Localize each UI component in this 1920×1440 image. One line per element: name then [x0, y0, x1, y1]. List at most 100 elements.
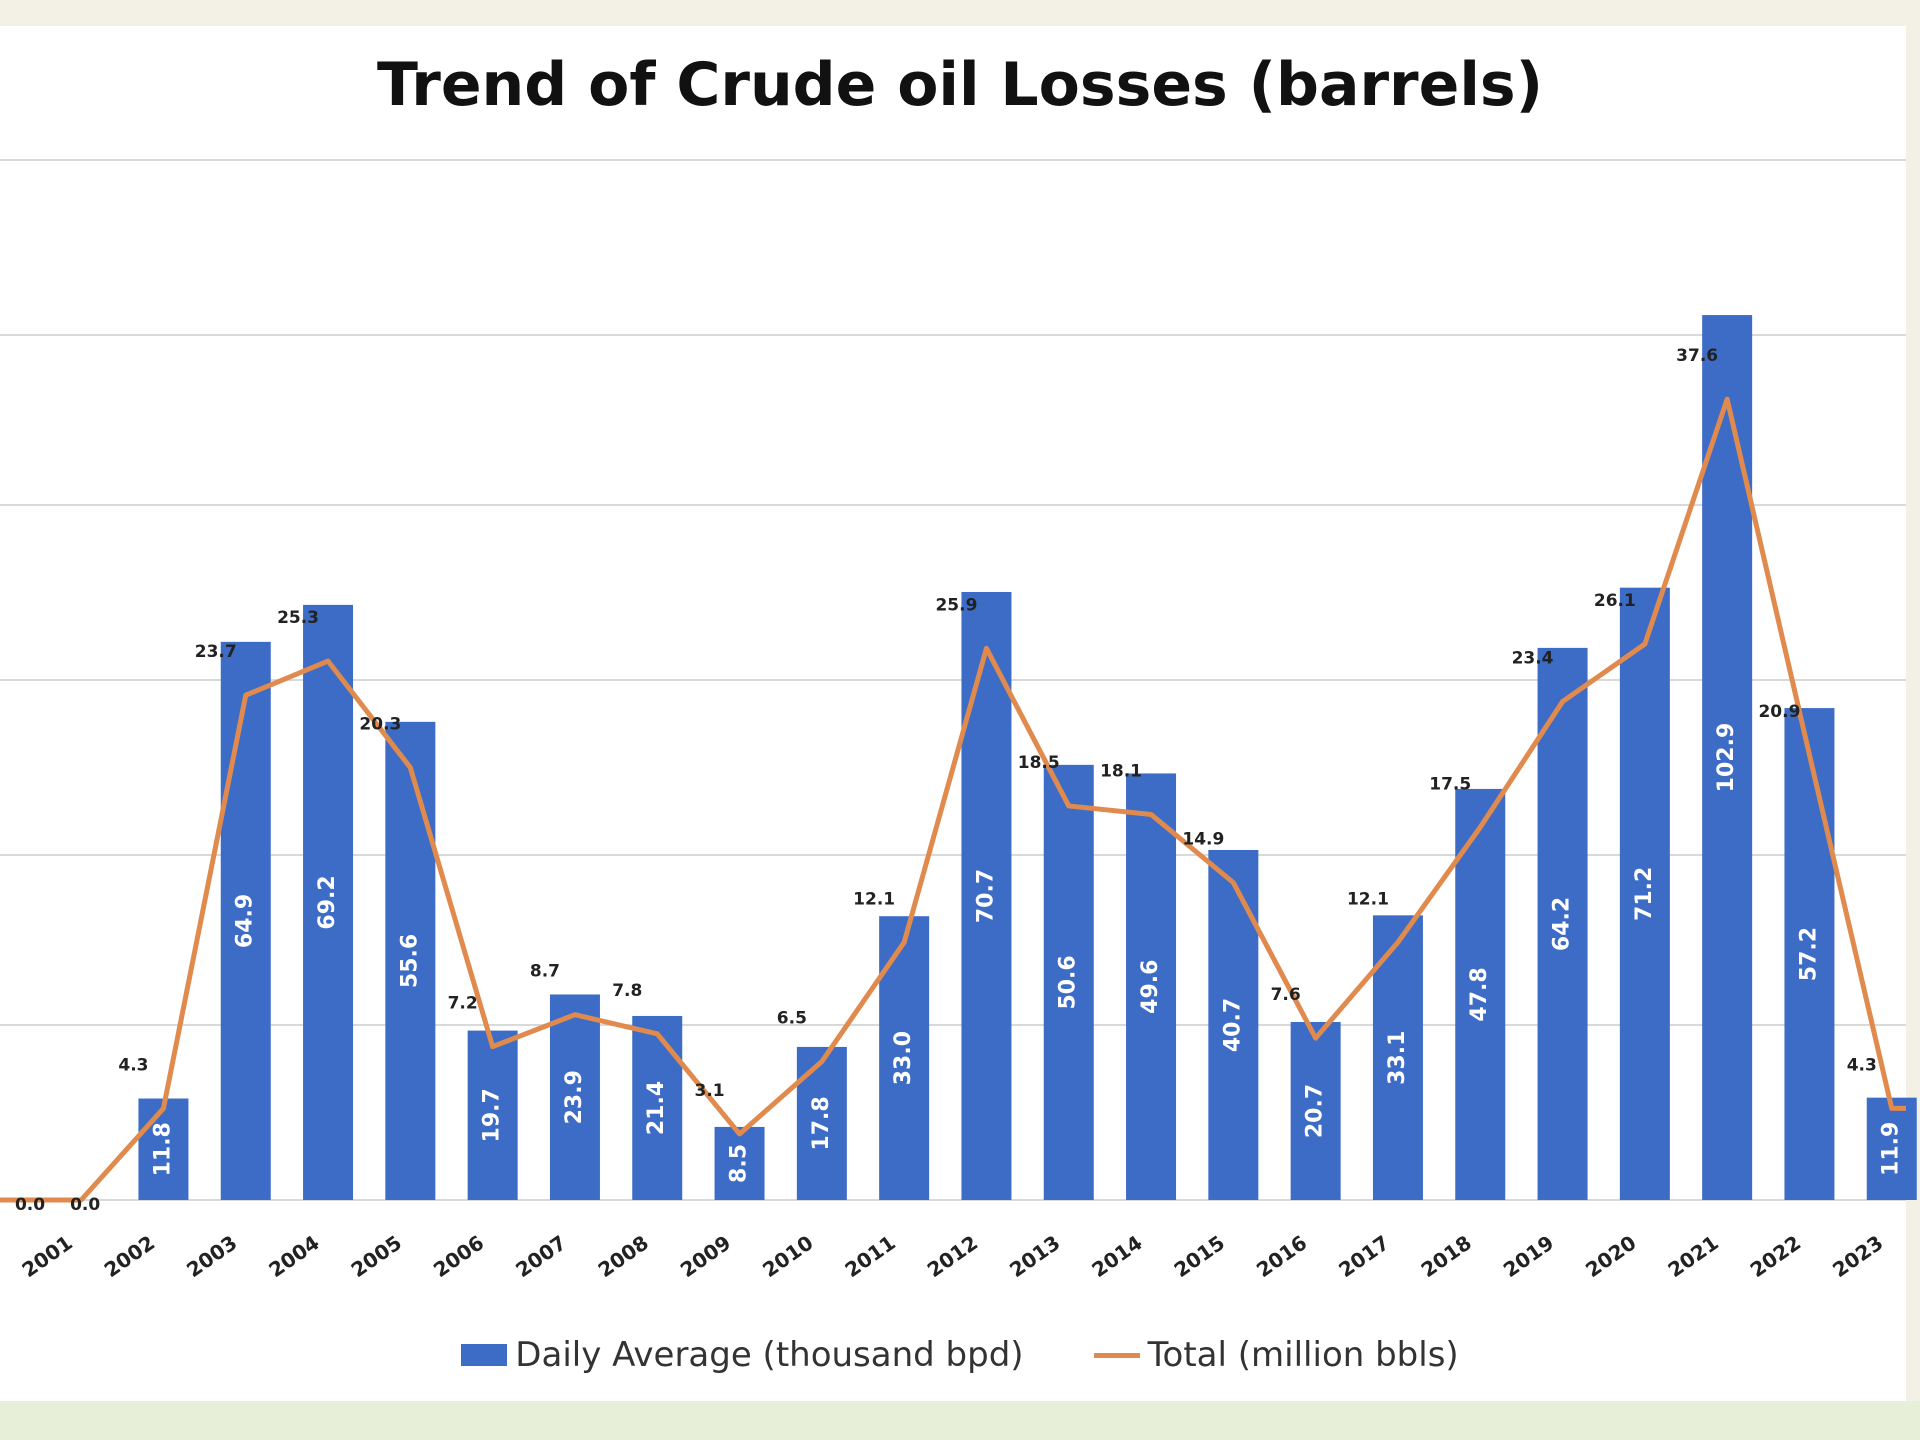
line-label-2014: 18.1: [1100, 761, 1142, 781]
line-label-2019: 23.4: [1512, 649, 1554, 669]
x-tick-2008: 2008: [594, 1230, 653, 1282]
line-label-2007: 8.7: [530, 962, 560, 982]
line-label-2018: 17.5: [1429, 774, 1471, 794]
bar-label-2022: 57.2: [1796, 927, 1821, 981]
bar-2004: [303, 604, 354, 1200]
legend: Daily Average (thousand bpd) Total (mill…: [0, 1335, 1920, 1375]
bar-label-2009: 8.5: [727, 1144, 752, 1183]
bar-label-2007: 23.9: [562, 1070, 587, 1124]
bar-2014: [1126, 773, 1177, 1200]
line-label-2021: 37.6: [1676, 346, 1718, 366]
bar-2013: [1043, 764, 1094, 1200]
bar-2010: [796, 1046, 847, 1200]
legend-item-daily-average: Daily Average (thousand bpd): [461, 1335, 1024, 1375]
line-label-start: 0.0: [15, 1195, 45, 1215]
bar-label-2023: 11.9: [1879, 1122, 1904, 1176]
line-label-2004: 25.3: [277, 608, 319, 628]
line-label-2022: 20.9: [1758, 702, 1800, 722]
line-label-2017: 12.1: [1347, 889, 1389, 909]
x-tick-2017: 2017: [1334, 1230, 1393, 1282]
x-tick-2016: 2016: [1252, 1230, 1311, 1282]
bar-label-2003: 64.9: [233, 894, 258, 948]
x-tick-2007: 2007: [511, 1230, 570, 1282]
bar-2003: [220, 641, 271, 1200]
bar-label-2018: 47.8: [1467, 967, 1492, 1021]
bar-2016: [1290, 1021, 1341, 1200]
x-tick-2002: 2002: [100, 1230, 159, 1282]
x-tick-2013: 2013: [1005, 1230, 1064, 1282]
bar-label-2005: 55.6: [397, 934, 422, 988]
line-label-2012: 25.9: [935, 595, 977, 615]
bar-2022: [1784, 708, 1835, 1200]
x-tick-2001: 2001: [17, 1230, 76, 1282]
bar-label-2010: 17.8: [809, 1096, 834, 1150]
x-tick-2021: 2021: [1663, 1230, 1722, 1282]
line-label-2010: 6.5: [777, 1009, 807, 1029]
bar-2005: [385, 721, 436, 1200]
line-label-2009: 3.1: [694, 1081, 724, 1101]
bar-label-2002: 11.8: [150, 1122, 175, 1176]
bar-2012: [961, 591, 1012, 1200]
bar-label-2004: 69.2: [315, 875, 340, 929]
bar-2002: [138, 1098, 189, 1200]
bar-label-2013: 50.6: [1056, 955, 1081, 1009]
legend-item-total: Total (million bbls): [1093, 1335, 1459, 1375]
bar-2015: [1208, 849, 1259, 1200]
line-label-2023: 4.3: [1847, 1055, 1877, 1075]
data-labels: 11.8 64.9 69.2 55.6 19.7 23.9 21.4 8.5 17.8 33.0 7…: [15, 346, 1904, 1215]
bar-label-2017: 33.1: [1385, 1031, 1410, 1085]
line-label-2011: 12.1: [853, 889, 895, 909]
background-strip: [0, 1401, 1920, 1440]
x-tick-2010: 2010: [758, 1230, 817, 1282]
x-tick-2006: 2006: [429, 1230, 488, 1282]
bar-label-2021: 102.9: [1714, 723, 1739, 793]
bar-label-2012: 70.7: [973, 869, 998, 923]
line-label-2006: 7.2: [448, 994, 478, 1014]
x-axis-ticks: 2001 2002 2003 2004 2005 2006 2007 2008 2009 2010…: [17, 1230, 1887, 1282]
line-label-2002: 4.3: [118, 1055, 148, 1075]
bar-label-2015: 40.7: [1220, 998, 1245, 1052]
bar-label-2014: 49.6: [1138, 960, 1163, 1014]
bar-label-2020: 71.2: [1632, 867, 1657, 921]
bar-2018: [1455, 788, 1506, 1200]
legend-line-swatch: [1093, 1352, 1140, 1358]
x-tick-2019: 2019: [1499, 1230, 1558, 1282]
total-line: [0, 396, 1906, 1203]
line-label-2005: 20.3: [359, 715, 401, 735]
bar-2019: [1537, 647, 1588, 1200]
line-label-2013: 18.5: [1018, 753, 1060, 773]
bar-label-2016: 20.7: [1303, 1084, 1328, 1138]
bar-2008: [632, 1015, 683, 1200]
legend-label-total: Total (million bbls): [1147, 1335, 1459, 1375]
bar-label-2019: 64.2: [1550, 897, 1575, 951]
x-tick-2009: 2009: [676, 1230, 735, 1282]
line-label-2003: 23.7: [195, 642, 237, 662]
bar-2006: [467, 1030, 518, 1200]
line-series: [0, 396, 1906, 1203]
bar-label-2006: 19.7: [480, 1088, 505, 1142]
x-tick-2005: 2005: [347, 1230, 406, 1282]
x-tick-2015: 2015: [1170, 1230, 1229, 1282]
bar-label-2008: 21.4: [644, 1081, 669, 1135]
line-label-2001: 0.0: [70, 1195, 100, 1215]
x-tick-2014: 2014: [1087, 1230, 1146, 1282]
legend-label-daily-average: Daily Average (thousand bpd): [515, 1335, 1024, 1375]
bar-label-2011: 33.0: [891, 1031, 916, 1085]
x-tick-2011: 2011: [840, 1230, 899, 1282]
line-label-2016: 7.6: [1271, 985, 1301, 1005]
x-tick-2004: 2004: [264, 1230, 323, 1282]
x-tick-2003: 2003: [182, 1230, 241, 1282]
bar-2009: [714, 1126, 765, 1200]
x-tick-2020: 2020: [1581, 1230, 1640, 1282]
bar-2023: [1866, 1097, 1917, 1200]
x-tick-2012: 2012: [923, 1230, 982, 1282]
line-label-2020: 26.1: [1594, 591, 1636, 611]
bar-series: [138, 315, 1917, 1200]
legend-bar-swatch: [461, 1344, 508, 1366]
bar-2007: [549, 994, 600, 1200]
x-tick-2023: 2023: [1828, 1230, 1887, 1282]
x-tick-2022: 2022: [1746, 1230, 1805, 1282]
line-label-2008: 7.8: [612, 981, 642, 1001]
x-tick-2018: 2018: [1417, 1230, 1476, 1282]
